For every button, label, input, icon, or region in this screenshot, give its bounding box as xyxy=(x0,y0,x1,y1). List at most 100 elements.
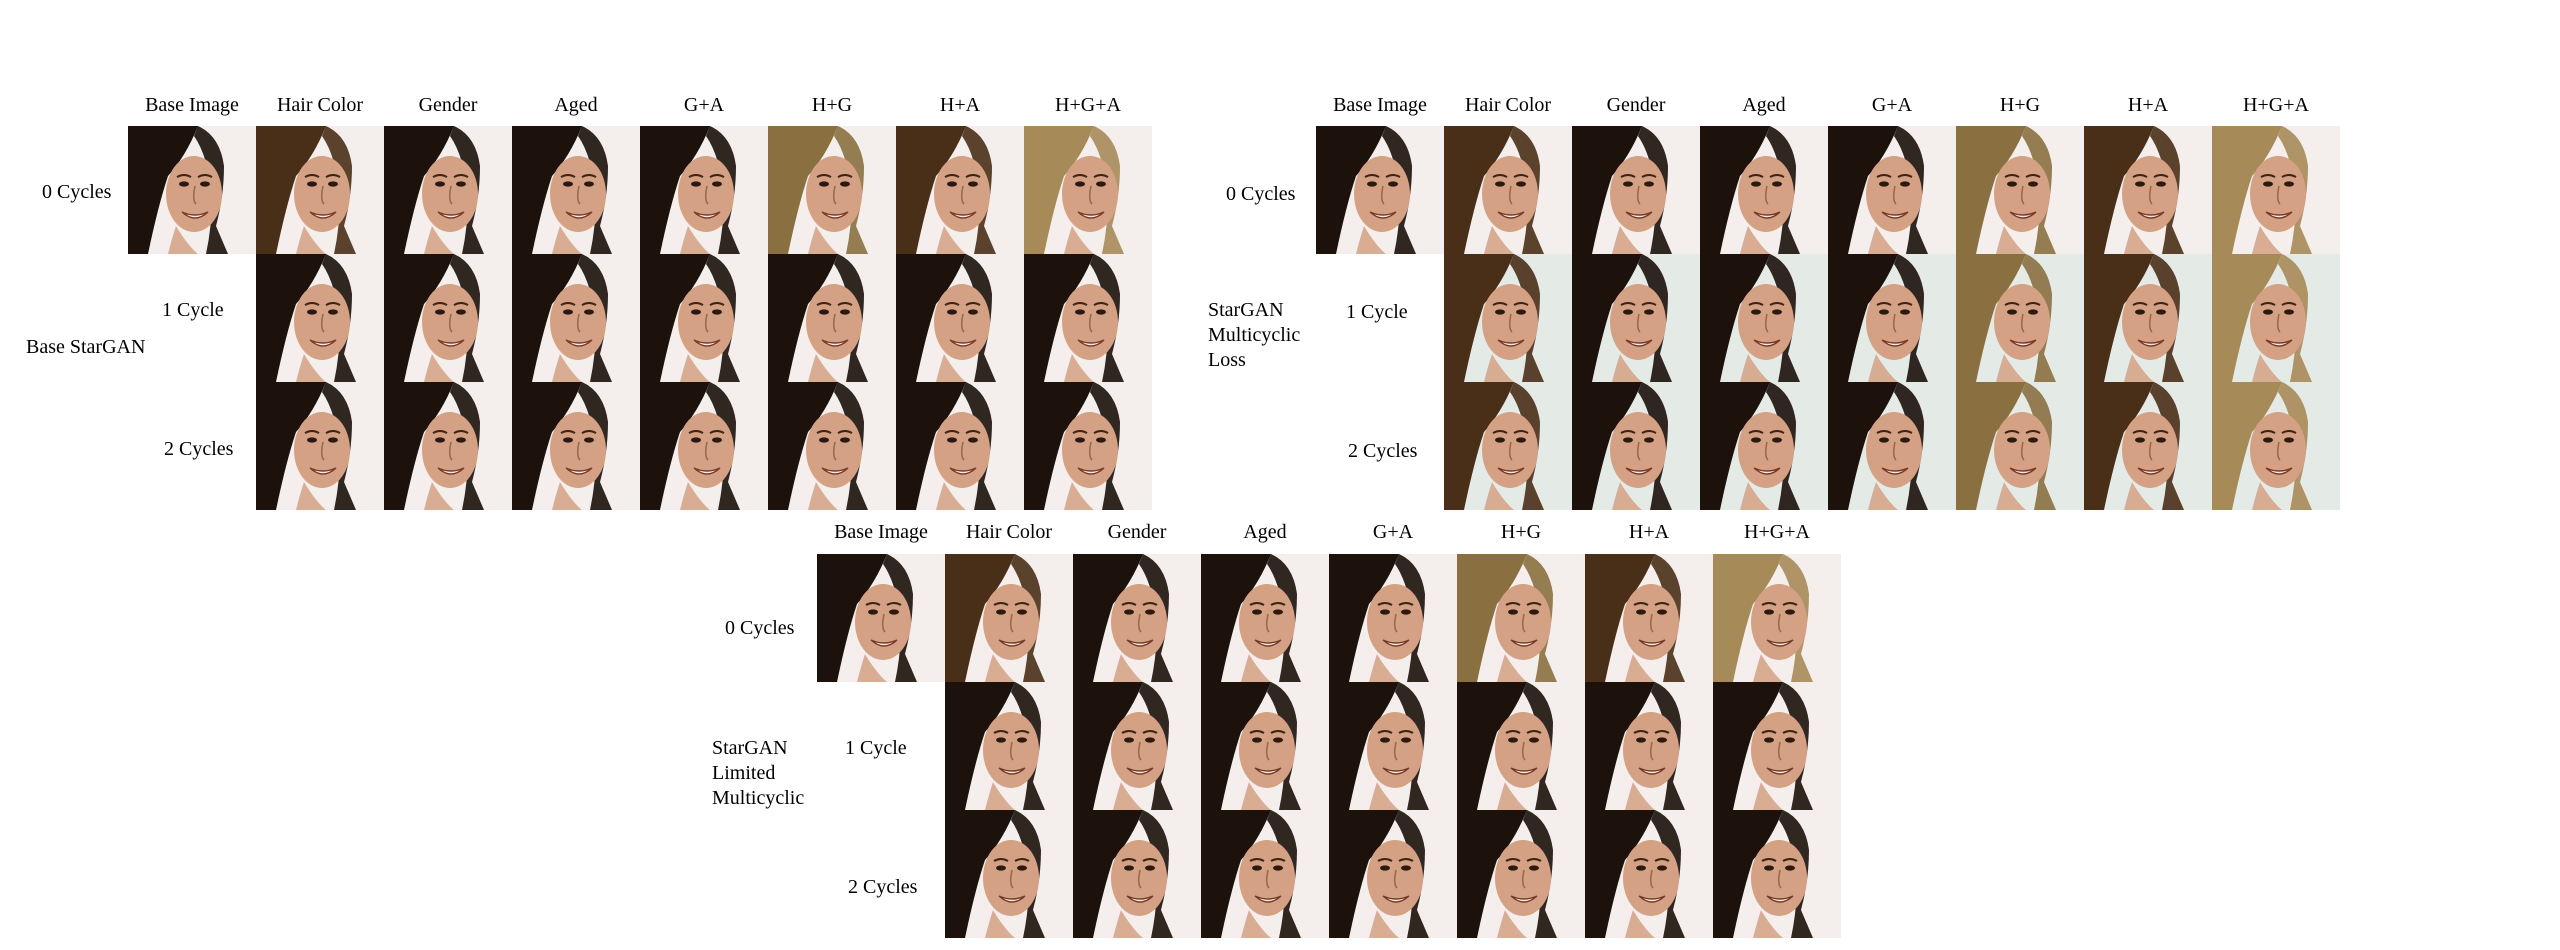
edge-light xyxy=(1817,682,1841,810)
nose xyxy=(320,441,325,461)
right-eye xyxy=(840,181,850,187)
right-eye xyxy=(1273,609,1283,615)
hair xyxy=(512,254,582,382)
right-brow xyxy=(581,302,597,306)
smile xyxy=(1753,211,1781,219)
smile xyxy=(2137,339,2165,347)
neck xyxy=(1868,482,1898,510)
nose xyxy=(704,313,709,333)
edge-light xyxy=(872,254,896,382)
hair-side xyxy=(322,254,356,382)
neck xyxy=(552,482,582,510)
right-brow xyxy=(2025,430,2041,434)
left-eye xyxy=(1252,865,1262,871)
right-eye xyxy=(1900,181,1910,187)
column-header: Aged xyxy=(554,94,598,116)
face-image xyxy=(1457,810,1585,938)
left-brow xyxy=(2260,302,2276,306)
nose xyxy=(881,613,886,633)
smile xyxy=(565,339,593,347)
left-brow xyxy=(1492,174,1508,178)
left-eye xyxy=(819,181,829,187)
right-brow xyxy=(837,174,853,178)
smile xyxy=(437,339,465,347)
left-brow xyxy=(304,302,320,306)
right-eye xyxy=(1529,737,1539,743)
right-brow xyxy=(965,302,981,306)
left-brow xyxy=(1748,430,1764,434)
hair-side xyxy=(1638,126,1672,254)
edge-light xyxy=(1128,254,1152,382)
right-brow xyxy=(1014,602,1030,606)
right-brow xyxy=(1014,730,1030,734)
left-brow xyxy=(2004,430,2020,434)
smile xyxy=(2137,467,2165,475)
left-eye xyxy=(435,181,445,187)
method-label-line: Multicyclic xyxy=(1208,324,1301,346)
right-brow xyxy=(1654,730,1670,734)
right-brow xyxy=(1526,858,1542,862)
right-eye xyxy=(889,609,899,615)
right-brow xyxy=(837,430,853,434)
column-header: H+G xyxy=(811,94,853,116)
left-brow xyxy=(1492,430,1508,434)
edge-light xyxy=(2188,254,2212,382)
left-brow xyxy=(1633,730,1649,734)
edge-light xyxy=(1817,554,1841,682)
left-eye xyxy=(1636,865,1646,871)
left-brow xyxy=(1620,302,1636,306)
left-brow xyxy=(816,302,832,306)
row-label: 0 Cycles xyxy=(725,617,795,639)
right-eye xyxy=(328,181,338,187)
edge-light xyxy=(1128,126,1152,254)
face-image xyxy=(1585,682,1713,810)
method-label-line: Loss xyxy=(1208,349,1246,371)
neck xyxy=(1740,354,1770,382)
nose xyxy=(1009,613,1014,633)
right-eye xyxy=(2156,309,2166,315)
column-header: H+A xyxy=(939,94,981,116)
edge-light xyxy=(1000,126,1024,254)
face-image xyxy=(1572,254,1700,382)
neck xyxy=(1868,226,1898,254)
left-eye xyxy=(307,309,317,315)
smile xyxy=(2009,467,2037,475)
nose xyxy=(960,313,965,333)
right-eye xyxy=(456,437,466,443)
column-header: G+A xyxy=(1871,94,1913,116)
face-image xyxy=(1201,810,1329,938)
hair xyxy=(512,126,582,254)
smile xyxy=(998,895,1026,903)
face-image xyxy=(2212,126,2340,254)
right-eye xyxy=(200,181,210,187)
hair xyxy=(817,554,887,682)
left-eye xyxy=(1751,181,1761,187)
edge-light xyxy=(744,382,768,510)
column-header: Base Image xyxy=(834,521,928,543)
column-header: G+A xyxy=(683,94,725,116)
smile xyxy=(998,767,1026,775)
face-image xyxy=(1713,682,1841,810)
nose xyxy=(1088,441,1093,461)
hair xyxy=(1457,810,1527,938)
smile xyxy=(998,639,1026,647)
hair-side xyxy=(322,126,356,254)
face-image xyxy=(640,254,768,382)
hair xyxy=(128,126,198,254)
smile xyxy=(1766,639,1794,647)
face-image xyxy=(1444,126,1572,254)
left-eye xyxy=(1380,609,1390,615)
left-eye xyxy=(1751,437,1761,443)
edge-light xyxy=(1128,382,1152,510)
neck xyxy=(936,482,966,510)
left-eye xyxy=(1623,437,1633,443)
neck xyxy=(1996,482,2026,510)
neck xyxy=(1241,782,1271,810)
hair xyxy=(1444,382,1514,510)
smile xyxy=(309,467,337,475)
left-brow xyxy=(1620,430,1636,434)
smile xyxy=(1254,767,1282,775)
left-eye xyxy=(2007,181,2017,187)
smile xyxy=(1753,467,1781,475)
smile xyxy=(2137,211,2165,219)
